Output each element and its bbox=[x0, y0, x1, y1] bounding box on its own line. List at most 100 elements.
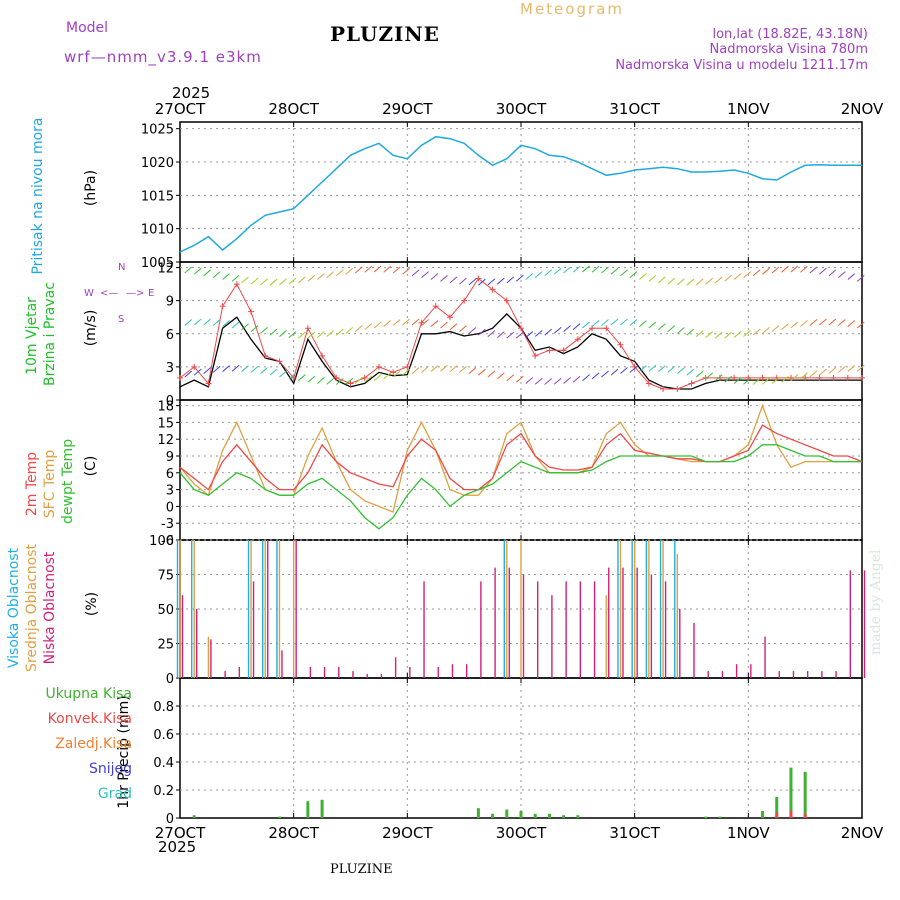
wind-direction-arrow bbox=[222, 273, 230, 280]
wind-direction-arrow bbox=[582, 265, 590, 273]
wind-direction-arrow bbox=[733, 377, 742, 384]
wind-direction-arrow bbox=[629, 365, 638, 373]
wind-direction-arrow bbox=[667, 325, 676, 332]
total-precip-bar bbox=[761, 811, 765, 818]
wind-direction-arrow bbox=[572, 323, 581, 331]
wind-direction-arrow bbox=[629, 319, 638, 326]
wind-direction-arrow bbox=[582, 374, 590, 382]
wind-direction-arrow bbox=[705, 331, 714, 338]
wind-direction-arrow bbox=[534, 377, 543, 385]
wind-direction-arrow bbox=[705, 277, 714, 285]
wind-direction-arrow bbox=[212, 365, 221, 373]
wind-direction-arrow bbox=[752, 378, 761, 385]
legend-frz-precip: Zaledj.Kisa bbox=[55, 736, 132, 752]
station-altitude: Nadmorska Visina 780m bbox=[709, 42, 869, 57]
wind-direction-arrow bbox=[487, 370, 496, 378]
wind-direction-arrow bbox=[449, 323, 458, 331]
wind-direction-arrow bbox=[402, 267, 410, 275]
wind-direction-arrow bbox=[553, 327, 562, 334]
wind-direction-arrow bbox=[762, 326, 770, 334]
wind-direction-arrow bbox=[790, 321, 799, 329]
total-precip-bar bbox=[192, 815, 196, 818]
wind-direction-arrow bbox=[496, 372, 505, 380]
wind-direction-arrow bbox=[260, 367, 268, 374]
wind-gust-marker bbox=[418, 319, 425, 326]
x-tick-label-top: 29OCT bbox=[382, 100, 433, 118]
x-tick-label-bottom: 27OCT bbox=[155, 824, 206, 842]
wind-direction-arrow bbox=[364, 265, 373, 273]
wind-gust-marker bbox=[177, 374, 183, 381]
wind-gust-marker bbox=[830, 374, 837, 381]
wind-direction-arrow bbox=[639, 320, 647, 327]
footer-station: PLUZINE bbox=[330, 862, 393, 877]
total-precip-bar bbox=[505, 809, 509, 818]
wind-direction-arrow bbox=[686, 278, 695, 286]
wind-direction-arrow bbox=[724, 274, 732, 282]
wind-direction-arrow bbox=[250, 365, 259, 373]
wind-gust-marker bbox=[375, 363, 382, 370]
wind-direction-arrow bbox=[610, 318, 619, 326]
wind-gust-marker bbox=[532, 352, 539, 359]
y-tick-label: 3 bbox=[166, 361, 174, 376]
wind-direction-arrow bbox=[184, 370, 193, 378]
wind-direction-arrow bbox=[819, 318, 827, 326]
wind-direction-arrow bbox=[563, 266, 571, 274]
wind-direction-arrow bbox=[724, 331, 732, 339]
wind-direction-arrow bbox=[392, 266, 401, 274]
wind-direction-arrow bbox=[639, 273, 647, 280]
y-tick-label: 1015 bbox=[141, 189, 174, 204]
wind-direction-arrow bbox=[392, 370, 401, 378]
wind-direction-arrow bbox=[752, 328, 761, 336]
wind-direction-arrow bbox=[345, 377, 354, 385]
y-tick-label: 50 bbox=[157, 603, 174, 618]
wind-direction-arrow bbox=[411, 269, 420, 277]
wind-direction-arrow bbox=[468, 367, 477, 374]
wind-direction-arrow bbox=[572, 375, 581, 383]
y-tick-label: 15 bbox=[157, 416, 174, 431]
wind-direction-arrow bbox=[250, 277, 259, 285]
y-tick-label: 0.8 bbox=[153, 700, 174, 715]
wind-gust-marker bbox=[731, 374, 738, 381]
wind-direction-arrow bbox=[421, 319, 429, 326]
wind-direction-arrow bbox=[231, 364, 240, 372]
wind-direction-arrow bbox=[335, 269, 344, 277]
legend-total-precip: Ukupna Kisa bbox=[45, 686, 132, 702]
wind-gust-marker bbox=[617, 341, 624, 348]
wind-direction-arrow bbox=[222, 365, 230, 372]
wind-direction-arrow bbox=[459, 277, 467, 285]
wind-direction-arrow bbox=[354, 266, 363, 274]
total-precip-bar bbox=[277, 816, 281, 818]
pressure-line bbox=[179, 135, 862, 253]
total-precip-bar bbox=[576, 815, 580, 818]
panel-frame bbox=[179, 399, 863, 541]
wind-direction-arrow bbox=[534, 271, 543, 278]
wind-direction-arrow bbox=[269, 328, 278, 336]
wind-direction-arrow bbox=[231, 274, 240, 282]
wind-direction-arrow bbox=[639, 365, 647, 372]
wind-direction-arrow bbox=[260, 278, 268, 286]
wind-direction-arrow bbox=[288, 372, 297, 380]
wind-direction-arrow bbox=[193, 368, 202, 376]
wind-direction-arrow bbox=[307, 331, 316, 339]
total-precip-bar bbox=[562, 815, 566, 818]
wind-direction-arrow bbox=[658, 365, 666, 372]
x-tick-label-top: 31OCT bbox=[609, 100, 660, 118]
wind-direction-arrow bbox=[288, 331, 297, 338]
x-tick-label-bottom: 30OCT bbox=[496, 824, 547, 842]
x-tick-label-top: 1NOV bbox=[727, 100, 770, 118]
y-tick-label: 25 bbox=[157, 638, 174, 653]
wind-direction-arrow bbox=[837, 319, 846, 326]
wind-direction-arrow bbox=[468, 327, 477, 334]
wind-direction-arrow bbox=[515, 375, 524, 383]
wind-direction-arrow bbox=[298, 331, 306, 339]
compass-left-arrow: <— bbox=[100, 288, 119, 299]
wind-gust-marker bbox=[645, 380, 652, 387]
wind-gust-marker bbox=[446, 314, 453, 321]
y-tick-label: 0.4 bbox=[153, 756, 174, 771]
wind-gust-marker bbox=[660, 385, 667, 392]
total-precip-bar bbox=[718, 816, 722, 818]
legend-snow: Snijeg bbox=[88, 761, 132, 777]
wind-direction-arrow bbox=[326, 271, 335, 278]
wind-gust-marker bbox=[702, 374, 709, 381]
compass-right-arrow: —> bbox=[126, 288, 145, 299]
